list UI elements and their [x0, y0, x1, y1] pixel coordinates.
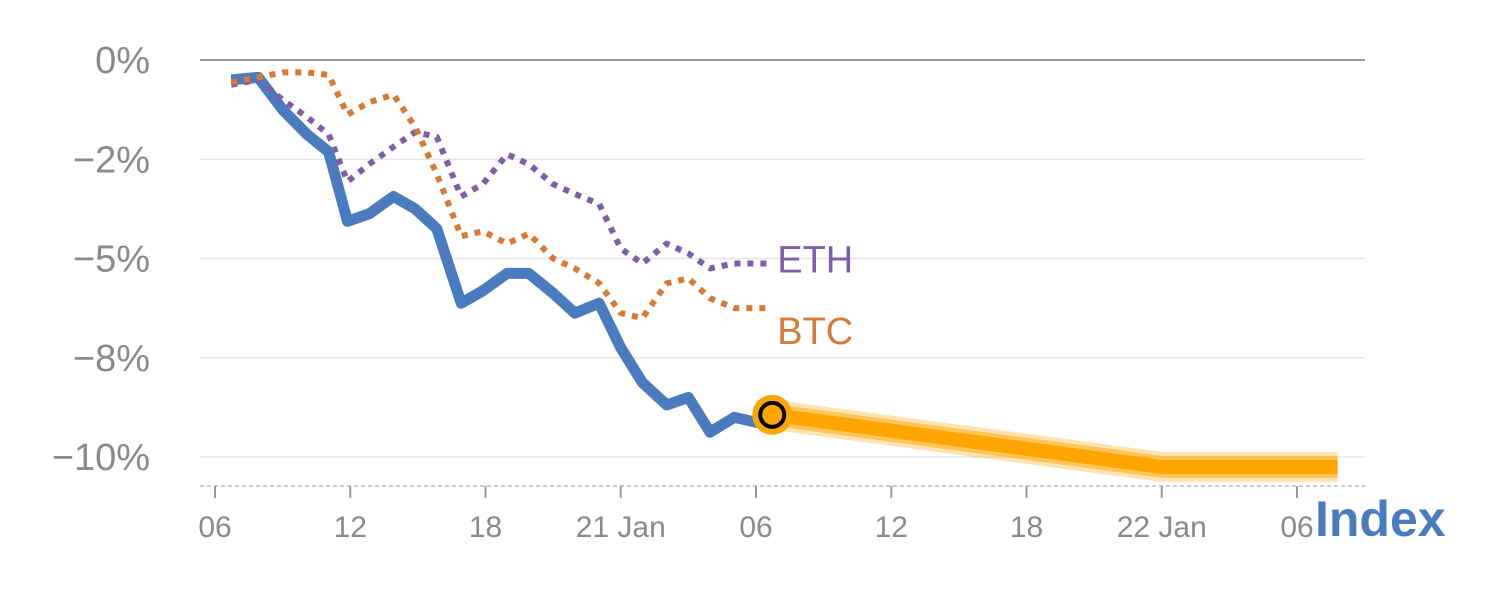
x-tick-label: 06 — [1280, 511, 1313, 544]
grid-layer — [200, 59, 1365, 458]
y-tick-label: 0% — [95, 40, 150, 82]
index-line — [230, 71, 774, 438]
x-tick-label: 06 — [198, 511, 231, 544]
x-tick-label: 18 — [469, 511, 502, 544]
eth-line — [230, 76, 773, 272]
x-axis — [200, 485, 1365, 498]
y-tick-label: −2% — [73, 139, 150, 181]
x-tick-label: 18 — [1010, 511, 1043, 544]
label-layer: 0% −2% −5% −8% −10% 06 12 18 21 Jan 06 12 18 22 Jan 0… — [52, 40, 1446, 547]
chart-title: Index — [1315, 491, 1446, 547]
y-tick-label: −10% — [52, 437, 150, 479]
current-point-marker — [758, 400, 787, 429]
x-tick-label: 21 Jan — [576, 511, 666, 544]
series-layer — [230, 69, 1338, 482]
x-tick-label: 06 — [739, 511, 772, 544]
eth-series-label: ETH — [777, 239, 853, 281]
x-tick-label: 22 Jan — [1117, 511, 1207, 544]
y-tick-label: −5% — [73, 239, 150, 281]
y-tick-label: −8% — [73, 338, 150, 380]
x-tick-label: 12 — [334, 511, 367, 544]
projection-line — [771, 407, 1338, 474]
x-tick-label: 12 — [875, 511, 908, 544]
btc-series-label: BTC — [777, 311, 853, 353]
